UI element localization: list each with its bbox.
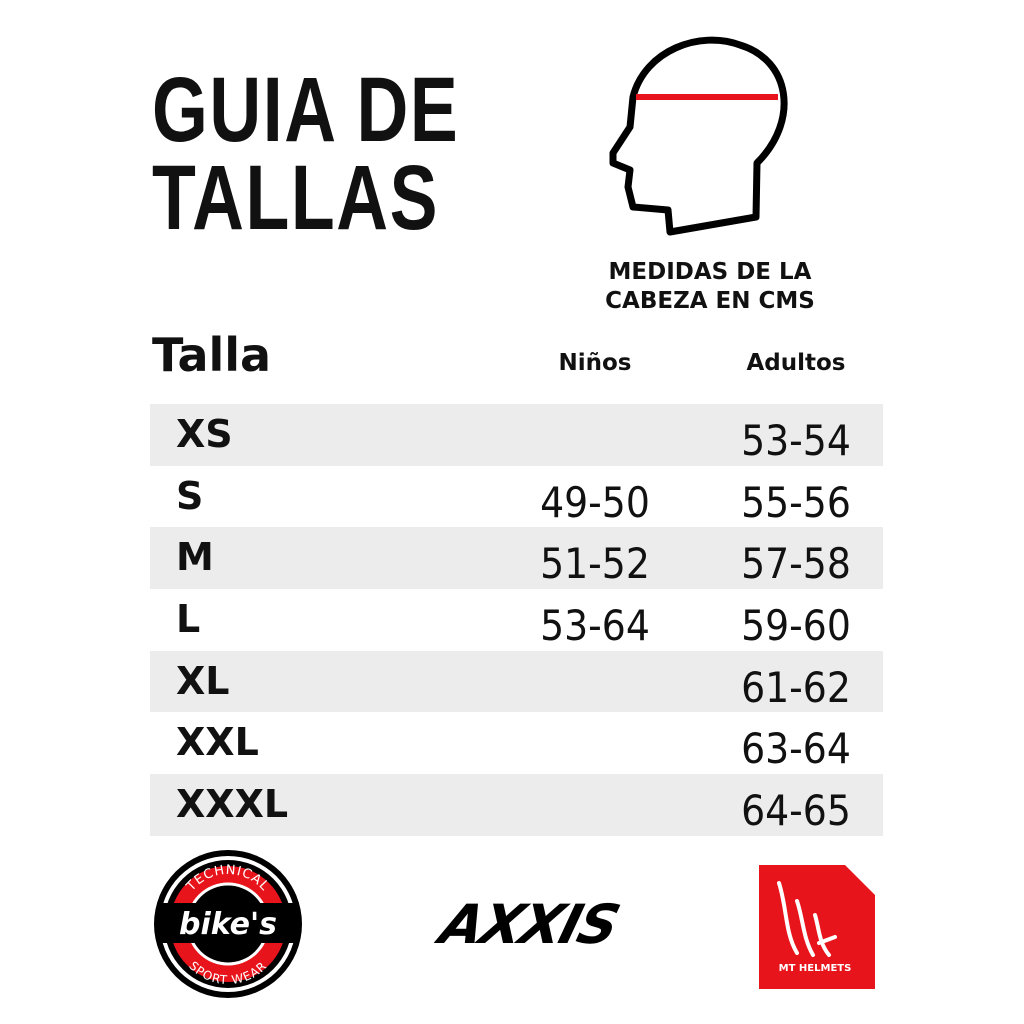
mt-logo-text: MT HELMETS [779, 963, 852, 974]
head-measure-caption: MEDIDAS DE LA CABEZA EN CMS [560, 258, 860, 316]
table-row: S 49-50 55-56 [150, 466, 883, 528]
bikes-logo: bike's TECHNICAL SPORT WEAR [154, 850, 302, 998]
table-row: XXL 63-64 [150, 712, 883, 774]
axxis-logo: AXXIS [430, 895, 625, 950]
size-cell: XL [176, 658, 230, 703]
adults-cell: 59-60 [741, 601, 851, 651]
adults-cell: 63-64 [741, 724, 851, 774]
size-cell: XS [176, 412, 233, 456]
mt-helmets-logo: MT HELMETS [759, 865, 875, 989]
caption-line-1: MEDIDAS DE LA [608, 259, 812, 285]
size-table: XS 53-54 S 49-50 55-56 M 51-52 57-58 L 53-64 59… [150, 404, 883, 836]
adults-cell: 64-65 [741, 786, 851, 836]
adults-cell: 57-58 [741, 539, 851, 589]
table-row: M 51-52 57-58 [150, 527, 883, 590]
kids-column-header: Niños [558, 350, 632, 376]
size-cell: M [176, 535, 214, 580]
table-row: XL 61-62 [150, 650, 883, 713]
title-line-2: TALLAS [152, 147, 440, 249]
title-line-1: GUIA DE [152, 59, 460, 161]
page-title: GUIA DE TALLAS [152, 59, 460, 249]
axxis-logo-text: AXXIS [430, 895, 625, 950]
size-cell: XXL [176, 720, 259, 765]
adults-cell: 55-56 [741, 477, 851, 527]
adults-cell: 53-54 [741, 416, 851, 465]
kids-cell: 49-50 [540, 477, 650, 527]
size-cell: L [176, 597, 201, 642]
caption-line-2: CABEZA EN CMS [605, 288, 815, 314]
table-row: XXXL 64-65 [150, 774, 883, 836]
size-column-header: Talla [152, 328, 272, 382]
kids-cell: 51-52 [540, 539, 650, 589]
adults-column-header: Adultos [746, 350, 846, 376]
table-row: XS 53-54 [150, 404, 883, 466]
size-cell: XXXL [176, 782, 289, 827]
kids-cell: 53-64 [540, 601, 650, 651]
head-measure-icon [609, 36, 788, 236]
table-row: L 53-64 59-60 [150, 589, 883, 651]
bikes-logo-name: bike's [179, 907, 277, 942]
adults-cell: 61-62 [741, 662, 851, 712]
size-cell: S [176, 473, 204, 518]
